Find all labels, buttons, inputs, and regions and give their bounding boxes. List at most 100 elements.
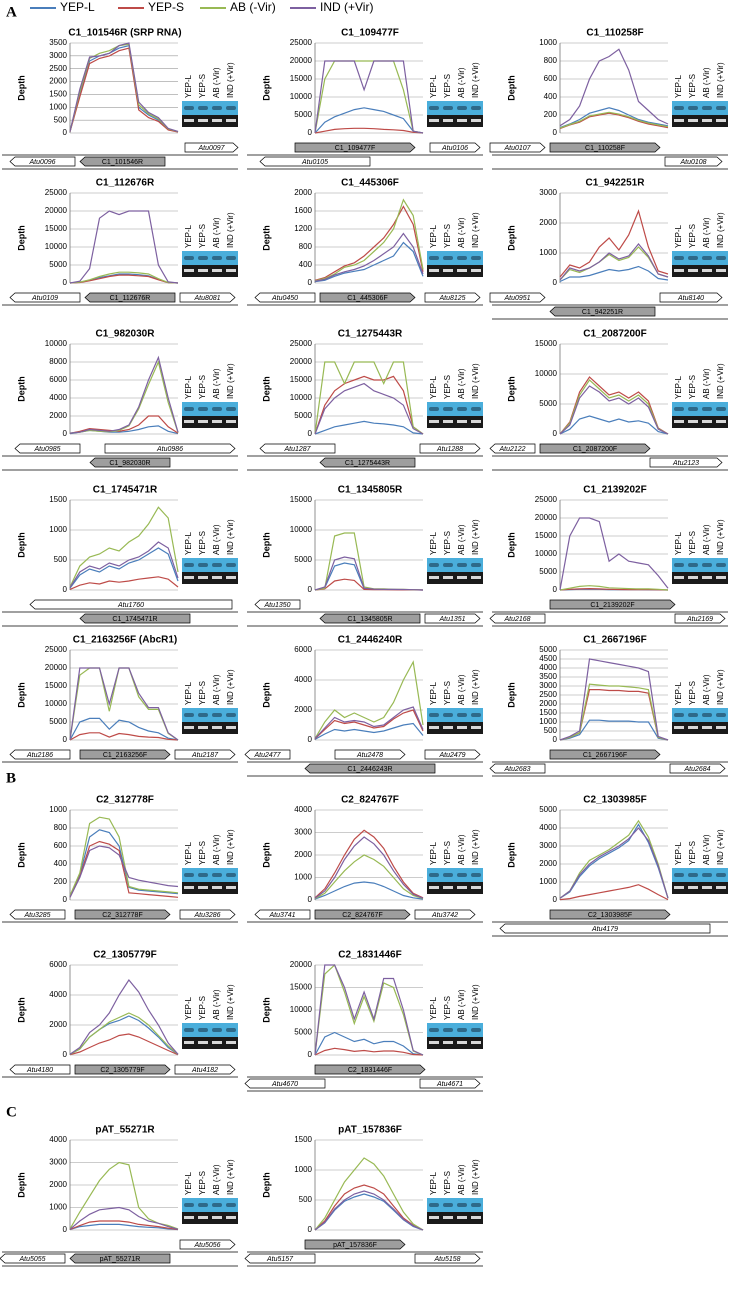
y-tick-label: 0	[553, 585, 558, 594]
blot-band	[716, 713, 726, 717]
gene-arrow	[424, 749, 481, 760]
lane-label: YEP-L	[184, 375, 193, 399]
gene-label: Atu5056	[193, 1242, 220, 1249]
blot-band	[226, 873, 236, 877]
gene-label: Atu4182	[191, 1067, 218, 1074]
gene-arrow	[184, 142, 239, 153]
y-tick-label: 10000	[290, 393, 313, 402]
chart-title: C1_1275443R	[338, 329, 403, 340]
blot-rrna	[674, 269, 684, 272]
blot-top	[182, 1023, 238, 1037]
y-tick-label: 500	[54, 115, 68, 124]
blot-band	[702, 713, 712, 717]
series-line	[314, 127, 424, 134]
series-line	[69, 1161, 179, 1230]
y-axis-label: Depth	[506, 842, 516, 868]
blot-top	[182, 1198, 238, 1212]
lane-label: YEP-S	[198, 375, 207, 399]
y-tick-label: 1000	[294, 1165, 312, 1174]
blot-bottom	[182, 572, 238, 584]
gene-arrow	[74, 1064, 171, 1075]
lane-label: IND (+Vir)	[226, 212, 235, 248]
y-tick-label: 1500	[49, 495, 67, 504]
blot-rrna	[184, 576, 194, 579]
blot-band	[212, 873, 222, 877]
blot-rrna	[471, 1041, 481, 1044]
lane-label: YEP-L	[674, 531, 683, 555]
y-tick-label: 5000	[539, 645, 557, 654]
blot-rrna	[457, 420, 467, 423]
y-tick-label: 15000	[535, 339, 558, 348]
blot-bottom	[182, 1212, 238, 1224]
blot-band	[184, 407, 194, 411]
lane-label: AB (-Vir)	[457, 368, 466, 399]
blot-top	[672, 101, 728, 115]
series-line	[559, 827, 669, 899]
blot-top	[427, 1023, 483, 1037]
blot-band	[716, 256, 726, 260]
blot-top	[182, 868, 238, 882]
blot-band	[226, 1203, 236, 1207]
blot-band	[457, 1028, 467, 1032]
lane-label: YEP-S	[443, 375, 452, 399]
y-tick-label: 25000	[290, 339, 313, 348]
lane-label: YEP-S	[443, 74, 452, 98]
gene-label: Atu2186	[26, 752, 53, 759]
blot-rrna	[471, 119, 481, 122]
y-axis-label: Depth	[16, 842, 26, 868]
blot-band	[471, 873, 481, 877]
blot-rrna	[716, 576, 726, 579]
blot-rrna	[702, 576, 712, 579]
blot-band	[457, 407, 467, 411]
lane-label: AB (-Vir)	[702, 368, 711, 399]
blot-band	[226, 256, 236, 260]
y-tick-label: 10000	[535, 549, 558, 558]
blot-rrna	[702, 119, 712, 122]
gene-label: Atu2169	[686, 616, 713, 623]
blot-rrna	[471, 886, 481, 889]
series-line	[559, 819, 669, 899]
y-tick-label: 10000	[290, 525, 313, 534]
y-tick-label: 0	[553, 128, 558, 137]
chart-title: pAT_157836F	[338, 1125, 402, 1136]
y-tick-label: 5000	[539, 399, 557, 408]
gene-label: C1_2139202F	[590, 602, 634, 609]
blot-rrna	[457, 1041, 467, 1044]
y-tick-label: 2000	[539, 218, 557, 227]
lane-label: AB (-Vir)	[702, 67, 711, 98]
y-tick-label: 1000	[539, 248, 557, 257]
series-line	[69, 1033, 179, 1056]
blot-band	[212, 407, 222, 411]
series-line	[314, 1157, 424, 1231]
y-tick-label: 1200	[294, 224, 312, 233]
series-line	[559, 48, 669, 127]
gene-label: Atu1288	[436, 446, 463, 453]
gene-arrow	[179, 1239, 236, 1250]
blot-rrna	[429, 1216, 439, 1219]
gene-arrow	[294, 142, 416, 153]
series-line	[314, 382, 424, 435]
lane-label: YEP-S	[688, 224, 697, 248]
blot-bottom	[182, 1037, 238, 1049]
gene-arrow	[649, 457, 723, 468]
y-tick-label: 15000	[290, 983, 313, 992]
gene-label: Atu0107	[503, 145, 531, 152]
lane-label: YEP-S	[688, 841, 697, 865]
gene-arrow	[314, 909, 411, 920]
series-line	[69, 1223, 179, 1231]
series-line	[69, 845, 179, 898]
series-line	[314, 420, 424, 435]
series-line	[559, 683, 669, 741]
gene-label: C1_112676R	[110, 295, 151, 302]
blot-top	[427, 558, 483, 572]
gene-arrow	[179, 292, 236, 303]
panel-label: A	[6, 4, 17, 20]
y-tick-label: 0	[308, 895, 313, 904]
series-line	[69, 47, 179, 133]
blot-band	[457, 713, 467, 717]
gene-label: Atu2479	[438, 752, 465, 759]
blot-band	[184, 563, 194, 567]
blot-band	[443, 713, 453, 717]
y-tick-label: 0	[308, 1050, 313, 1059]
gene-label: Atu5158	[433, 1256, 460, 1263]
